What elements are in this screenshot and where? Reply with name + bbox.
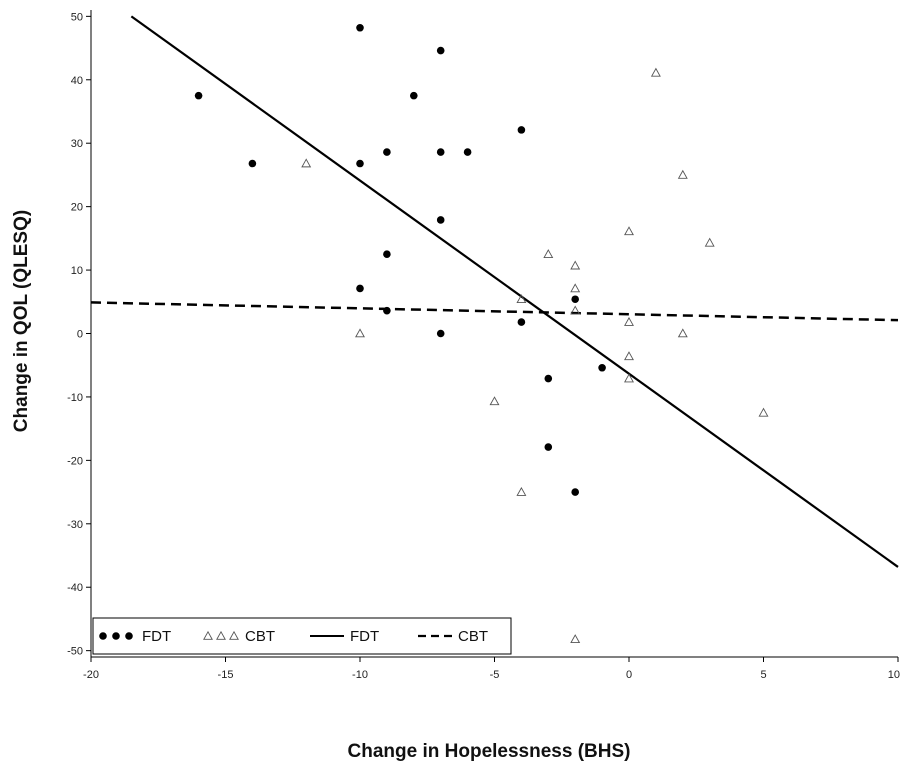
cbt-point [489,396,500,406]
cbt-point [570,283,581,293]
y-tick-label: 30 [71,138,83,150]
cbt-point [301,158,312,168]
cbt-point [570,634,581,644]
fit-lines [90,15,899,568]
x-tick-label: -20 [83,669,99,681]
fdt-point [571,295,579,304]
fdt-point [436,46,445,55]
cbt-point [624,226,634,236]
x-ticks: -20 -15 -10 -5 0 5 10 [83,657,900,681]
cbt-point [758,407,769,417]
cbt-point [516,294,527,304]
fdt-point [356,159,364,168]
legend-items: FDT CBT FDT CBT [99,628,488,645]
cbt-point [624,373,634,383]
y-axis-title: Change in QOL (QLESQ) [11,210,32,432]
fdt-point [410,91,418,100]
y-tick-label: -10 [67,392,83,404]
data-points [194,23,769,644]
fdt-point [436,329,445,338]
legend-box [92,617,512,655]
y-tick-label: 20 [71,202,83,214]
fdt-point [356,284,364,293]
fdt-point [436,148,445,156]
legend-cbt-marker [229,630,239,640]
legend-label-fdt-line: FDT [350,628,379,645]
cbt-point [516,486,527,496]
cbt-point [650,67,661,77]
legend-cbt-marker [203,630,213,640]
axes [90,10,898,658]
cbt-point [355,328,365,338]
legend-label-cbt-points: CBT [245,628,275,645]
y-ticks: -50 -40 -30 -20 -10 0 10 20 30 40 50 [67,11,91,658]
cbt-point [570,260,581,270]
legend-fdt-marker [99,632,107,640]
x-tick-label: -5 [490,669,500,681]
x-tick-label: 0 [626,669,632,681]
cbt-point [677,169,688,179]
fdt-point [598,363,606,372]
cbt-fit-line [90,301,899,322]
cbt-point [624,316,634,326]
x-tick-label: -10 [352,669,368,681]
fdt-point [517,126,526,134]
fdt-point [383,250,391,259]
fdt-point [248,159,257,168]
cbt-point [543,249,554,259]
legend: FDT CBT FDT CBT [92,617,512,655]
legend-label-cbt-line: CBT [458,628,488,645]
legend-label-fdt-points: FDT [142,628,171,645]
fdt-point [194,91,203,100]
fdt-point [571,488,579,496]
y-tick-label: 50 [71,11,83,23]
cbt-point [624,351,634,361]
y-tick-label: 0 [77,329,83,341]
fdt-point [463,148,472,156]
y-tick-label: -40 [67,582,83,594]
x-tick-label: -15 [218,669,234,681]
x-axis-title: Change in Hopelessness (BHS) [348,741,631,762]
fdt-point [517,318,526,326]
cbt-point [677,328,688,338]
x-tick-label: 10 [888,669,900,681]
legend-fdt-marker [125,632,133,640]
legend-cbt-marker [216,630,226,640]
legend-fdt-marker [112,632,120,640]
y-tick-label: -20 [67,455,83,467]
fdt-point [383,148,391,156]
cbt-point [570,305,581,315]
y-tick-label: 10 [71,265,83,277]
fdt-point [436,216,445,224]
cbt-point [704,237,715,247]
fdt-point [383,306,391,315]
fdt-point [544,443,553,451]
fdt-point [544,374,553,383]
y-tick-label: 40 [71,75,83,87]
y-tick-label: -30 [67,519,83,531]
fdt-fit-line [130,15,899,568]
fdt-point [356,23,364,32]
y-tick-label: -50 [67,646,83,658]
x-tick-label: 5 [760,669,766,681]
